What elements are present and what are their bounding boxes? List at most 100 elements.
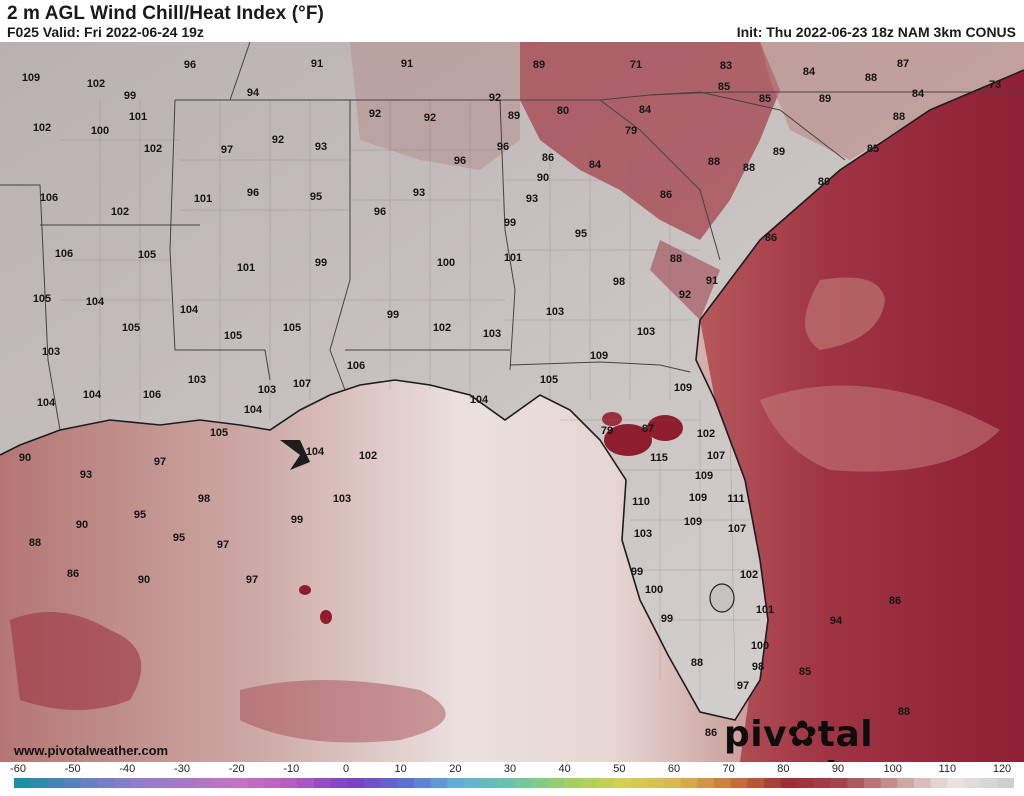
heat-index-value: 80	[818, 176, 830, 188]
scale-tick-label: 40	[558, 763, 571, 775]
atlantic-warm-patch	[805, 277, 885, 350]
scale-tick-label: -10	[283, 763, 300, 775]
heat-index-value: 88	[691, 657, 703, 669]
heat-index-value: 95	[575, 228, 587, 240]
map-title: 2 m AGL Wind Chill/Heat Index (°F)	[7, 3, 324, 24]
heat-index-value: 93	[315, 141, 327, 153]
scale-tick-label: 90	[831, 763, 845, 775]
heat-index-value: 106	[347, 360, 365, 372]
heat-index-value: 102	[111, 206, 129, 218]
heat-index-value: 86	[542, 152, 554, 164]
heat-index-value: 99	[661, 613, 673, 625]
heat-index-value: 90	[76, 519, 88, 531]
scale-tick-label: 60	[667, 763, 681, 775]
heat-index-value: 109	[590, 350, 608, 362]
colorbar-segment	[880, 778, 898, 788]
colorbar-segment	[764, 778, 782, 788]
colorbar-segment	[664, 778, 682, 788]
colorbar-segment	[80, 778, 98, 788]
heat-index-value: 101	[504, 252, 522, 264]
colorbar-segment	[314, 778, 332, 788]
heat-index-value: 103	[634, 528, 652, 540]
heat-index-value: 104	[83, 389, 102, 401]
lake-okeechobee	[709, 583, 735, 613]
colorbar-segment	[430, 778, 448, 788]
heat-index-map[interactable]: 109 102 96 91 91 89 71 83 84 88 87 99 94 85 85 89 84 73 92…	[0, 42, 1024, 762]
colorbar-segment	[997, 778, 1014, 788]
gulf-hot-patch-2	[240, 680, 446, 743]
heat-index-value: 86	[765, 232, 777, 244]
colorbar-segment	[564, 778, 582, 788]
heat-index-value: 92	[489, 92, 501, 104]
heat-index-value: 92	[272, 134, 284, 146]
heat-index-value: 92	[424, 112, 436, 124]
heat-index-value: 90	[537, 172, 549, 184]
heat-index-value: 91	[706, 275, 718, 287]
heat-index-value: 95	[310, 191, 322, 203]
heat-index-value: 71	[630, 59, 642, 71]
colorbar-segment	[197, 778, 215, 788]
heat-index-value: 87	[897, 58, 909, 70]
heat-index-value: 87	[642, 423, 654, 435]
website-credit[interactable]: www.pivotalweather.com	[14, 743, 169, 758]
coastline	[0, 69, 1024, 721]
colorbar-segment	[897, 778, 915, 788]
scale-tick-label: 70	[722, 763, 735, 775]
carolina-zone	[760, 42, 1024, 160]
heat-index-value: 105	[122, 322, 140, 334]
heat-index-value: 89	[508, 110, 520, 122]
colorbar-segment	[147, 778, 165, 788]
colorbar-segment	[530, 778, 548, 788]
heat-index-value: 85	[867, 143, 879, 155]
heat-index-value: 85	[718, 81, 730, 93]
heat-index-value: 104	[86, 296, 105, 308]
storm-cell-2	[647, 415, 683, 441]
gulf-cell-1	[299, 585, 311, 595]
colorbar-segment	[864, 778, 882, 788]
scale-tick-label: 30	[503, 763, 517, 775]
georgia-coast-zone	[650, 240, 720, 320]
colorbar-segment	[614, 778, 632, 788]
tennessee-zone	[350, 42, 520, 170]
county-borders	[60, 100, 760, 700]
heat-index-value: 94	[247, 87, 260, 99]
colorbar-segment	[747, 778, 765, 788]
colorbar-segment	[630, 778, 648, 788]
scale-tick-label: -20	[228, 763, 245, 775]
heat-index-value: 88	[743, 162, 755, 174]
colorbar-segment	[47, 778, 65, 788]
heat-index-value: 110	[632, 496, 650, 508]
colorbar-segment	[414, 778, 432, 788]
heat-index-value: 89	[819, 93, 831, 105]
heat-index-value: 106	[55, 248, 73, 260]
scale-tick-label: 80	[777, 763, 790, 775]
colorbar-segment	[30, 778, 48, 788]
map-header: 2 m AGL Wind Chill/Heat Index (°F) F025 …	[0, 0, 1024, 42]
colorbar-segment	[364, 778, 382, 788]
heat-index-value: 103	[637, 326, 655, 338]
heat-index-value: 99	[315, 257, 327, 269]
heat-index-value: 105	[138, 249, 156, 261]
gulf-hot-patch	[10, 612, 142, 710]
colorbar-segment	[97, 778, 115, 788]
heat-index-value: 86	[67, 568, 79, 580]
heat-index-value: 88	[670, 253, 682, 265]
colorbar-segment	[697, 778, 715, 788]
heat-index-value: 100	[437, 257, 455, 269]
colorbar-segment	[814, 778, 832, 788]
heat-index-value: 86	[660, 189, 672, 201]
scale-tick-label: 120	[992, 763, 1012, 775]
colorbar-segment	[464, 778, 482, 788]
heat-index-value: 100	[91, 125, 109, 137]
storm-cell-3	[602, 412, 622, 426]
atlantic-warm-band	[760, 385, 1000, 472]
colorbar-segment	[830, 778, 848, 788]
colorbar-segment	[264, 778, 282, 788]
heat-index-value: 102	[144, 143, 162, 155]
heat-index-value: 92	[679, 289, 691, 301]
heat-index-value: 98	[752, 661, 764, 673]
colorbar-segment	[14, 778, 32, 788]
heat-index-value: 102	[740, 569, 758, 581]
colorbar-segment	[280, 778, 298, 788]
heat-index-value: 109	[674, 382, 692, 394]
